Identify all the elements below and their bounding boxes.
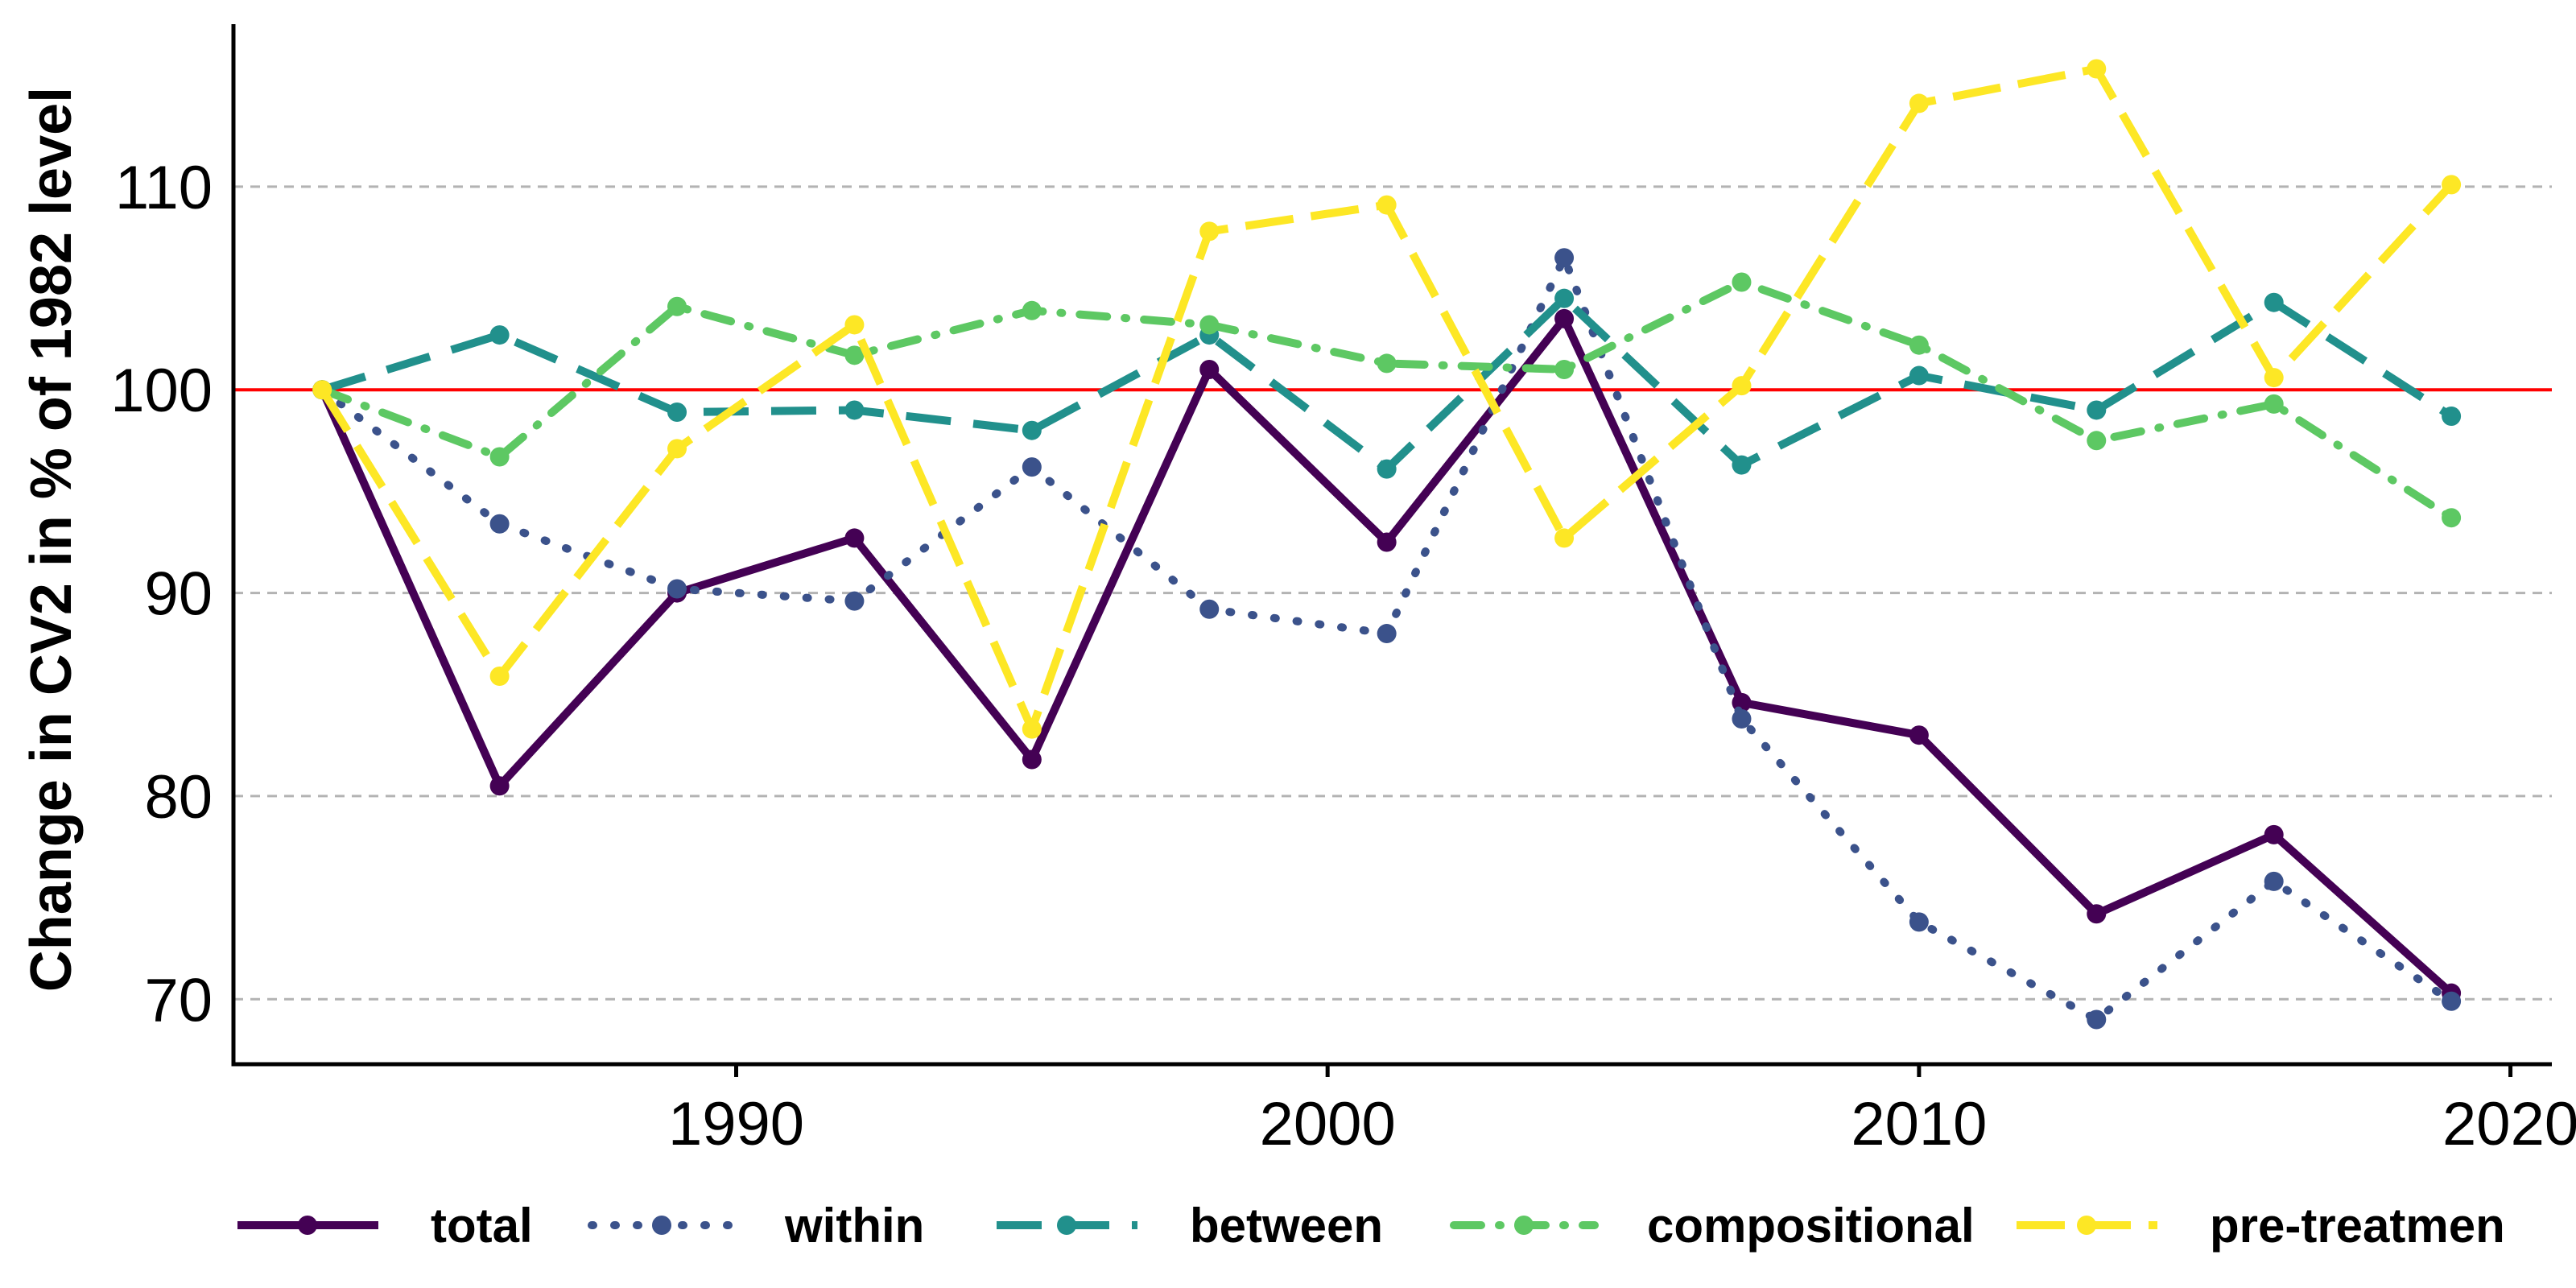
legend-key-marker-between [1057, 1216, 1076, 1235]
data-point-between-2019 [2442, 407, 2462, 427]
data-point-total-1995 [1022, 749, 1042, 770]
legend: total within between compositional pre-treat… [237, 1199, 2505, 1253]
series-line-between [320, 294, 2454, 473]
legend-item-compositional: compositional [1450, 1199, 1975, 1253]
series-lines [312, 59, 2462, 1030]
y-tick-label-80: 80 [144, 763, 213, 832]
data-point-compositional-2007 [1732, 272, 1752, 292]
data-point-total-2004 [1554, 308, 1575, 328]
legend-label-between: between [1190, 1199, 1383, 1253]
data-point-compositional-1995 [1022, 300, 1042, 320]
legend-key-marker-total [298, 1216, 317, 1235]
data-point-within-2007 [1732, 709, 1752, 729]
legend-item-within: within [588, 1199, 924, 1253]
data-point-within-2001 [1377, 624, 1397, 644]
data-point-within-2019 [2442, 991, 2462, 1011]
data-point-between-2013 [2087, 400, 2107, 420]
data-point-compositional-2019 [2442, 508, 2462, 528]
data-point-total-2001 [1377, 532, 1397, 552]
data-point-compositional-1998 [1199, 315, 1220, 335]
x-tick-label-2020: 2020 [2442, 1090, 2576, 1158]
data-point-compositional-1986 [489, 447, 510, 467]
data-point-pre-treatmen-2013 [2087, 59, 2107, 79]
data-point-within-2013 [2087, 1009, 2107, 1030]
data-point-between-1992 [844, 400, 865, 420]
legend-label-compositional: compositional [1647, 1199, 1975, 1253]
data-point-between-2007 [1732, 455, 1752, 475]
data-point-pre-treatmen-1986 [489, 667, 510, 687]
legend-key-marker-pre-treatmen [2077, 1216, 2096, 1235]
data-point-compositional-2013 [2087, 431, 2107, 451]
data-point-between-2010 [1909, 365, 1929, 386]
data-point-pre-treatmen-2010 [1909, 93, 1929, 114]
y-axis-title: Change in CV2 in % of 1982 level [19, 87, 84, 992]
legend-label-total: total [431, 1199, 533, 1253]
legend-label-within: within [784, 1199, 924, 1253]
data-point-within-1986 [489, 514, 510, 534]
data-point-compositional-2016 [2264, 394, 2284, 414]
legend-item-between: between [997, 1199, 1383, 1253]
data-point-between-2001 [1377, 459, 1397, 479]
y-tick-label-110: 110 [115, 154, 213, 222]
legend-item-pre-treatmen: pre-treatmen [2017, 1199, 2505, 1253]
data-point-compositional-2004 [1554, 359, 1575, 379]
data-point-pre-treatmen-2004 [1554, 528, 1575, 548]
x-tick-label-2000: 2000 [1260, 1090, 1396, 1158]
legend-key-marker-compositional [1514, 1216, 1534, 1235]
data-point-within-1989 [667, 579, 687, 599]
y-tick-label-100: 100 [110, 357, 213, 425]
data-point-total-2016 [2264, 824, 2284, 844]
data-point-compositional-1992 [844, 345, 865, 365]
data-point-within-2004 [1554, 248, 1575, 268]
legend-label-pre-treatmen: pre-treatmen [2210, 1199, 2505, 1253]
data-point-total-1992 [844, 528, 865, 548]
data-point-within-1998 [1199, 599, 1220, 619]
x-tick-label-1990: 1990 [668, 1090, 804, 1158]
data-point-compositional-2001 [1377, 353, 1397, 374]
data-point-within-2016 [2264, 871, 2284, 891]
data-point-pre-treatmen-1998 [1199, 221, 1220, 242]
data-point-pre-treatmen-2001 [1377, 195, 1397, 215]
data-point-pre-treatmen-1995 [1022, 719, 1042, 739]
data-point-between-2016 [2264, 292, 2284, 312]
data-point-pre-treatmen-2019 [2442, 175, 2462, 195]
tick-labels: 70 80 90 100 110 1990 2000 2010 2020 [110, 154, 2576, 1158]
data-point-pre-treatmen-1992 [844, 315, 865, 335]
data-point-between-1995 [1022, 420, 1042, 440]
gridlines [233, 185, 2552, 1001]
data-point-pre-treatmen-2007 [1732, 376, 1752, 396]
legend-item-total: total [237, 1199, 533, 1253]
series-between [312, 288, 2462, 479]
series-compositional [312, 272, 2462, 528]
data-point-total-2010 [1909, 725, 1929, 745]
data-point-compositional-1989 [667, 296, 687, 316]
data-point-within-2010 [1909, 912, 1929, 932]
series-within [312, 248, 2462, 1030]
data-point-between-1989 [667, 402, 687, 422]
series-line-total [318, 314, 2454, 997]
y-tick-label-70: 70 [144, 966, 213, 1034]
series-pre-treatmen [312, 59, 2462, 739]
data-point-total-1986 [489, 776, 510, 796]
data-point-within-1995 [1022, 457, 1042, 477]
data-point-compositional-2010 [1909, 335, 1929, 355]
data-point-total-1998 [1199, 359, 1220, 379]
data-point-total-2013 [2087, 904, 2107, 924]
y-tick-label-90: 90 [144, 560, 213, 629]
data-point-pre-treatmen-1989 [667, 439, 687, 459]
data-point-pre-treatmen-2016 [2264, 368, 2284, 388]
data-point-within-1992 [844, 591, 865, 611]
legend-key-marker-within [652, 1216, 671, 1235]
data-point-between-1986 [489, 325, 510, 345]
x-tick-label-2010: 2010 [1851, 1090, 1987, 1158]
series-total [312, 308, 2462, 1003]
data-point-between-2004 [1554, 288, 1575, 308]
axes [231, 24, 2552, 1077]
data-point-pre-treatmen-1983 [312, 380, 332, 400]
